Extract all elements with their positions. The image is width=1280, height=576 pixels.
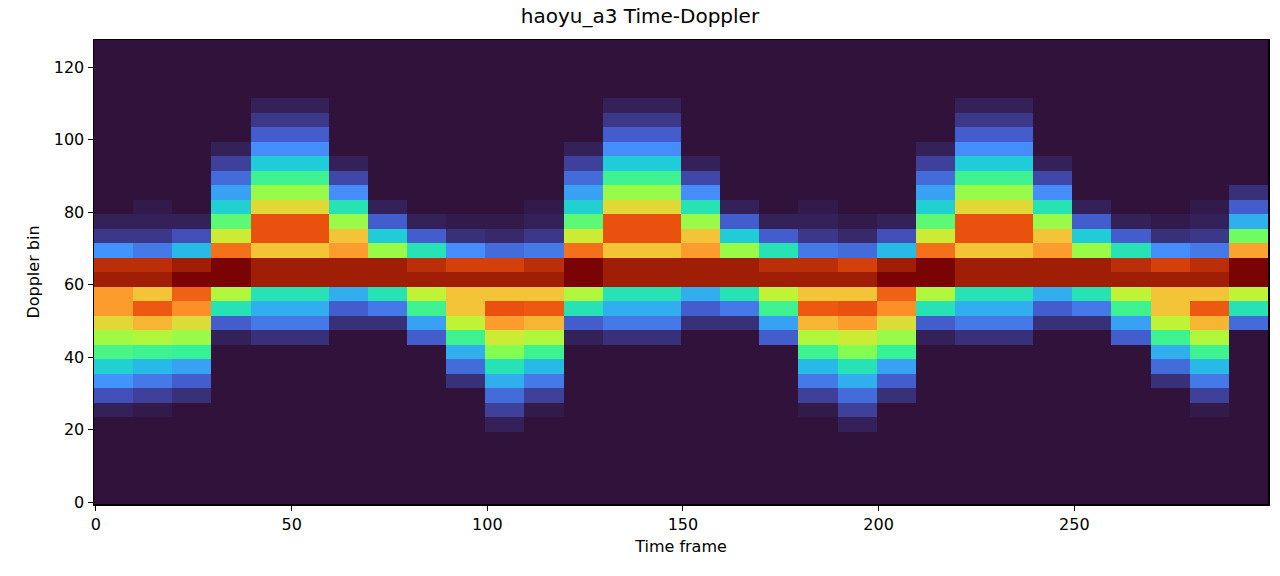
svg-text:40: 40 bbox=[64, 348, 84, 367]
svg-text:50: 50 bbox=[281, 515, 301, 534]
svg-text:250: 250 bbox=[1059, 515, 1090, 534]
svg-text:100: 100 bbox=[54, 130, 85, 149]
svg-text:20: 20 bbox=[64, 420, 84, 439]
svg-text:haoyu_a3 Time-Doppler: haoyu_a3 Time-Doppler bbox=[521, 4, 760, 28]
svg-text:Doppler bin: Doppler bin bbox=[24, 225, 43, 318]
svg-text:100: 100 bbox=[472, 515, 503, 534]
svg-text:Time frame: Time frame bbox=[634, 537, 727, 556]
svg-text:60: 60 bbox=[64, 275, 84, 294]
svg-text:80: 80 bbox=[64, 203, 84, 222]
svg-text:0: 0 bbox=[91, 515, 101, 534]
svg-text:200: 200 bbox=[863, 515, 894, 534]
svg-text:120: 120 bbox=[54, 58, 85, 77]
svg-text:0: 0 bbox=[74, 493, 84, 512]
svg-text:150: 150 bbox=[668, 515, 699, 534]
